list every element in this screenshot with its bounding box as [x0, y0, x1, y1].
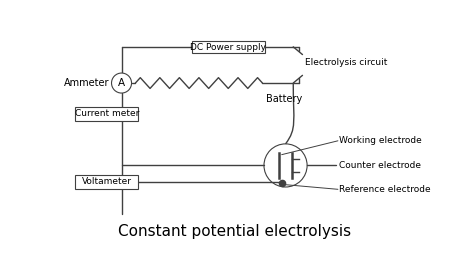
Text: Battery: Battery — [266, 94, 303, 104]
Text: Voltameter: Voltameter — [82, 177, 132, 186]
Text: Ammeter: Ammeter — [64, 78, 109, 88]
Text: DC Power supply: DC Power supply — [190, 43, 266, 52]
Text: Electrolysis circuit: Electrolysis circuit — [305, 58, 387, 67]
Text: Constant potential electrolysis: Constant potential electrolysis — [118, 224, 351, 239]
Text: Reference electrode: Reference electrode — [339, 185, 431, 194]
Text: Counter electrode: Counter electrode — [339, 161, 421, 170]
Text: A: A — [118, 78, 125, 88]
Bar — [75, 107, 138, 121]
Circle shape — [112, 73, 131, 93]
Bar — [75, 175, 138, 189]
Text: Working electrode: Working electrode — [339, 136, 422, 145]
Bar — [191, 42, 265, 53]
Text: Current meter: Current meter — [75, 109, 139, 118]
